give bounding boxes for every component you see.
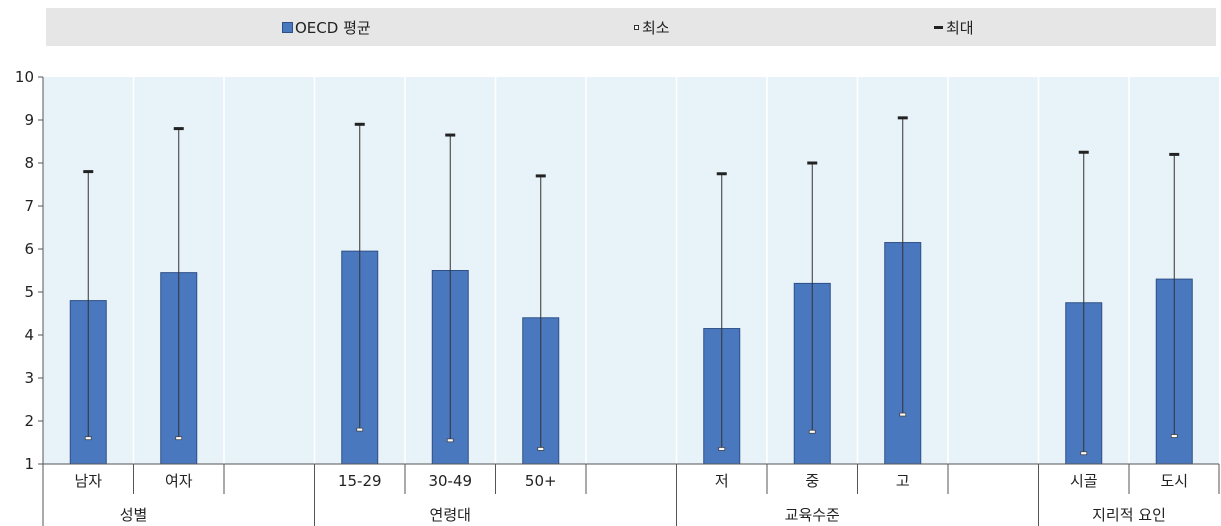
y-tick-label: 7 [24, 197, 34, 215]
y-tick-label: 1 [24, 455, 34, 473]
min-marker [1170, 434, 1178, 438]
group-label: 연령대 [430, 506, 471, 524]
group-label: 지리적 요인 [1092, 506, 1166, 524]
min-marker [175, 436, 183, 441]
y-tick-label: 3 [24, 369, 34, 387]
min-marker [1080, 451, 1088, 456]
y-tick-label: 6 [24, 240, 34, 258]
category-label: 도시 [1160, 472, 1188, 490]
y-tick-label: 4 [24, 326, 34, 344]
category-label: 중 [805, 472, 819, 490]
category-label: 남자 [74, 472, 102, 490]
min-marker [899, 412, 907, 417]
group-label: 성별 [120, 506, 148, 524]
y-tick-label: 9 [24, 111, 34, 129]
legend-label-max: 최대 [946, 18, 974, 37]
min-marker [718, 447, 726, 451]
y-tick-label: 2 [24, 412, 34, 430]
legend-swatch-max [934, 25, 943, 29]
y-tick-label: 10 [15, 68, 34, 86]
category-label: 저 [715, 472, 729, 490]
legend: OECD 평균 최소 최대 [46, 8, 1216, 46]
legend-item-average: OECD 평균 [282, 17, 371, 37]
y-tick-label: 8 [24, 154, 34, 172]
min-marker [808, 429, 816, 434]
min-marker [537, 447, 545, 451]
min-marker [356, 427, 364, 432]
min-marker [84, 436, 92, 441]
legend-item-max: 최대 [934, 17, 974, 37]
category-label: 시골 [1070, 472, 1098, 490]
min-marker [446, 438, 454, 443]
legend-label-min: 최소 [642, 18, 670, 37]
plot-area [43, 77, 1219, 464]
group-label: 교육수준 [785, 506, 840, 524]
category-label: 50+ [525, 472, 557, 490]
category-label: 고 [896, 472, 910, 490]
category-label: 30-49 [428, 472, 472, 490]
legend-swatch-average [282, 21, 293, 33]
legend-swatch-min [634, 24, 639, 30]
category-label: 15-29 [338, 472, 382, 490]
y-tick-label: 5 [24, 283, 34, 301]
legend-item-min: 최소 [634, 17, 670, 37]
legend-label-average: OECD 평균 [295, 18, 371, 37]
category-label: 여자 [165, 472, 193, 490]
